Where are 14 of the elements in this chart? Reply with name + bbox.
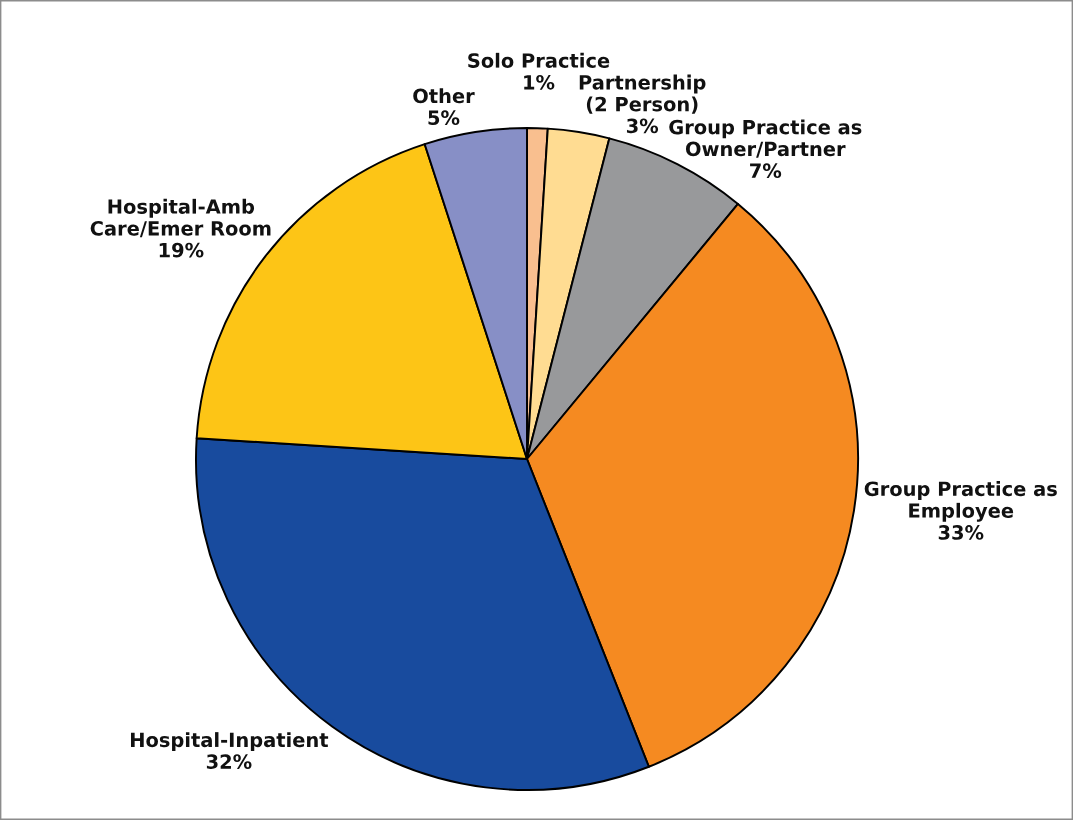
data-label: 3%	[626, 118, 659, 134]
slice-label: Other	[413, 88, 475, 104]
slice-label: Group Practice as Owner/Partner	[669, 119, 862, 158]
data-label: 5%	[428, 110, 460, 126]
slice-label: Hospital-Inpatient	[131, 732, 329, 751]
data-label: 7%	[750, 163, 782, 178]
data-label: 33%	[938, 525, 984, 540]
slice-label: Hospital-Amb Care/Emer Room	[90, 198, 271, 238]
slice-label: Group Practice as Employee	[864, 481, 1057, 522]
data-label: 19%	[159, 242, 204, 258]
slice-label: Partnership (2 Person)	[579, 74, 706, 114]
data-label: 1%	[524, 74, 555, 90]
data-label: 32%	[206, 754, 252, 769]
slice-label: Solo Practice	[468, 52, 610, 68]
